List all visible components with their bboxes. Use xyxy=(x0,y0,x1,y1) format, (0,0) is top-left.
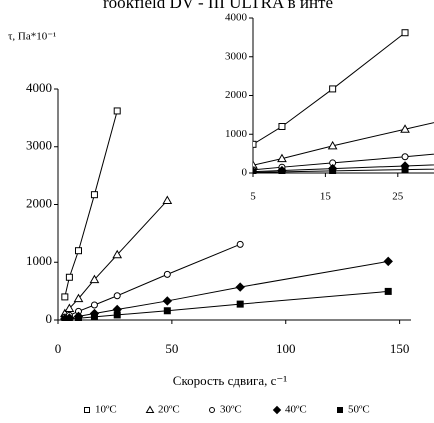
marker xyxy=(253,160,258,169)
plot-area xyxy=(253,29,434,174)
marker xyxy=(112,249,123,259)
marker xyxy=(236,300,244,308)
y-tick-label: 3000 xyxy=(26,138,52,153)
y-tick-label: 0 xyxy=(46,311,53,326)
marker xyxy=(163,307,171,315)
y-tick-label: 4000 xyxy=(225,12,248,24)
marker xyxy=(74,247,82,255)
header-text: rookfield DV - III ULTRA в инте xyxy=(103,0,333,12)
marker xyxy=(236,240,244,248)
legend-item: 30ºC xyxy=(209,404,242,416)
marker xyxy=(73,293,84,303)
marker xyxy=(278,123,286,130)
legend-marker xyxy=(209,407,215,413)
marker xyxy=(253,140,257,148)
marker xyxy=(383,256,393,267)
marker xyxy=(65,315,73,321)
x-tick-label: 0 xyxy=(55,341,62,356)
marker xyxy=(162,195,173,204)
marker xyxy=(113,107,121,115)
x-tick-label: 5 xyxy=(250,191,256,203)
x-tick-label: 50 xyxy=(165,341,178,356)
series-line xyxy=(253,122,434,166)
marker xyxy=(90,313,98,321)
marker xyxy=(90,301,98,309)
marker xyxy=(277,153,287,163)
marker xyxy=(401,166,409,174)
series-line xyxy=(64,290,389,320)
marker xyxy=(278,168,286,174)
legend-item: 40ºC xyxy=(272,404,307,416)
legend-marker xyxy=(145,405,155,413)
marker xyxy=(235,282,245,292)
marker xyxy=(400,124,410,133)
marker xyxy=(163,270,171,278)
marker xyxy=(65,273,73,281)
marker xyxy=(384,287,392,295)
marker xyxy=(64,303,75,312)
legend-item: 20ºC xyxy=(145,404,180,416)
y-tick-label: 2000 xyxy=(225,89,248,101)
legend-marker xyxy=(337,407,343,413)
y-tick-label: 0 xyxy=(242,167,248,179)
marker xyxy=(327,140,338,150)
legend-label: 10ºC xyxy=(95,404,117,416)
legend-item: 50ºC xyxy=(337,404,370,416)
legend-label: 30ºC xyxy=(220,404,242,416)
y-tick-label: 1000 xyxy=(225,128,248,140)
x-tick-label: 25 xyxy=(392,191,404,203)
marker xyxy=(329,85,337,93)
x-axis-label: Скорость сдвига, с⁻¹ xyxy=(173,373,287,388)
y-tick-label: 1000 xyxy=(26,253,52,268)
inset-background xyxy=(215,10,434,200)
plot-area xyxy=(59,107,393,321)
legend-label: 40ºC xyxy=(285,404,307,416)
marker xyxy=(162,296,173,306)
x-tick-label: 15 xyxy=(320,191,332,203)
x-tick-label: 100 xyxy=(276,341,296,356)
series-line xyxy=(253,164,434,173)
series-line xyxy=(253,168,434,173)
marker xyxy=(401,153,409,161)
marker xyxy=(113,292,121,300)
x-tick-label: 150 xyxy=(390,341,410,356)
marker xyxy=(329,167,337,174)
marker xyxy=(61,293,69,301)
legend-label: 20ºC xyxy=(158,404,180,416)
legend-item: 10ºC xyxy=(84,404,117,416)
legend-marker xyxy=(84,407,90,413)
marker xyxy=(89,274,100,284)
y-axis-label: τ, Па*10⁻¹ xyxy=(8,31,56,43)
legend-label: 50ºC xyxy=(348,404,370,416)
y-tick-label: 2000 xyxy=(26,195,52,210)
marker xyxy=(401,29,409,37)
marker xyxy=(74,314,82,321)
marker xyxy=(113,311,121,319)
marker xyxy=(253,168,257,174)
y-tick-label: 4000 xyxy=(26,80,52,95)
series-line xyxy=(64,110,118,298)
y-tick-label: 3000 xyxy=(225,50,248,62)
legend-marker xyxy=(272,405,282,415)
marker xyxy=(90,191,98,199)
